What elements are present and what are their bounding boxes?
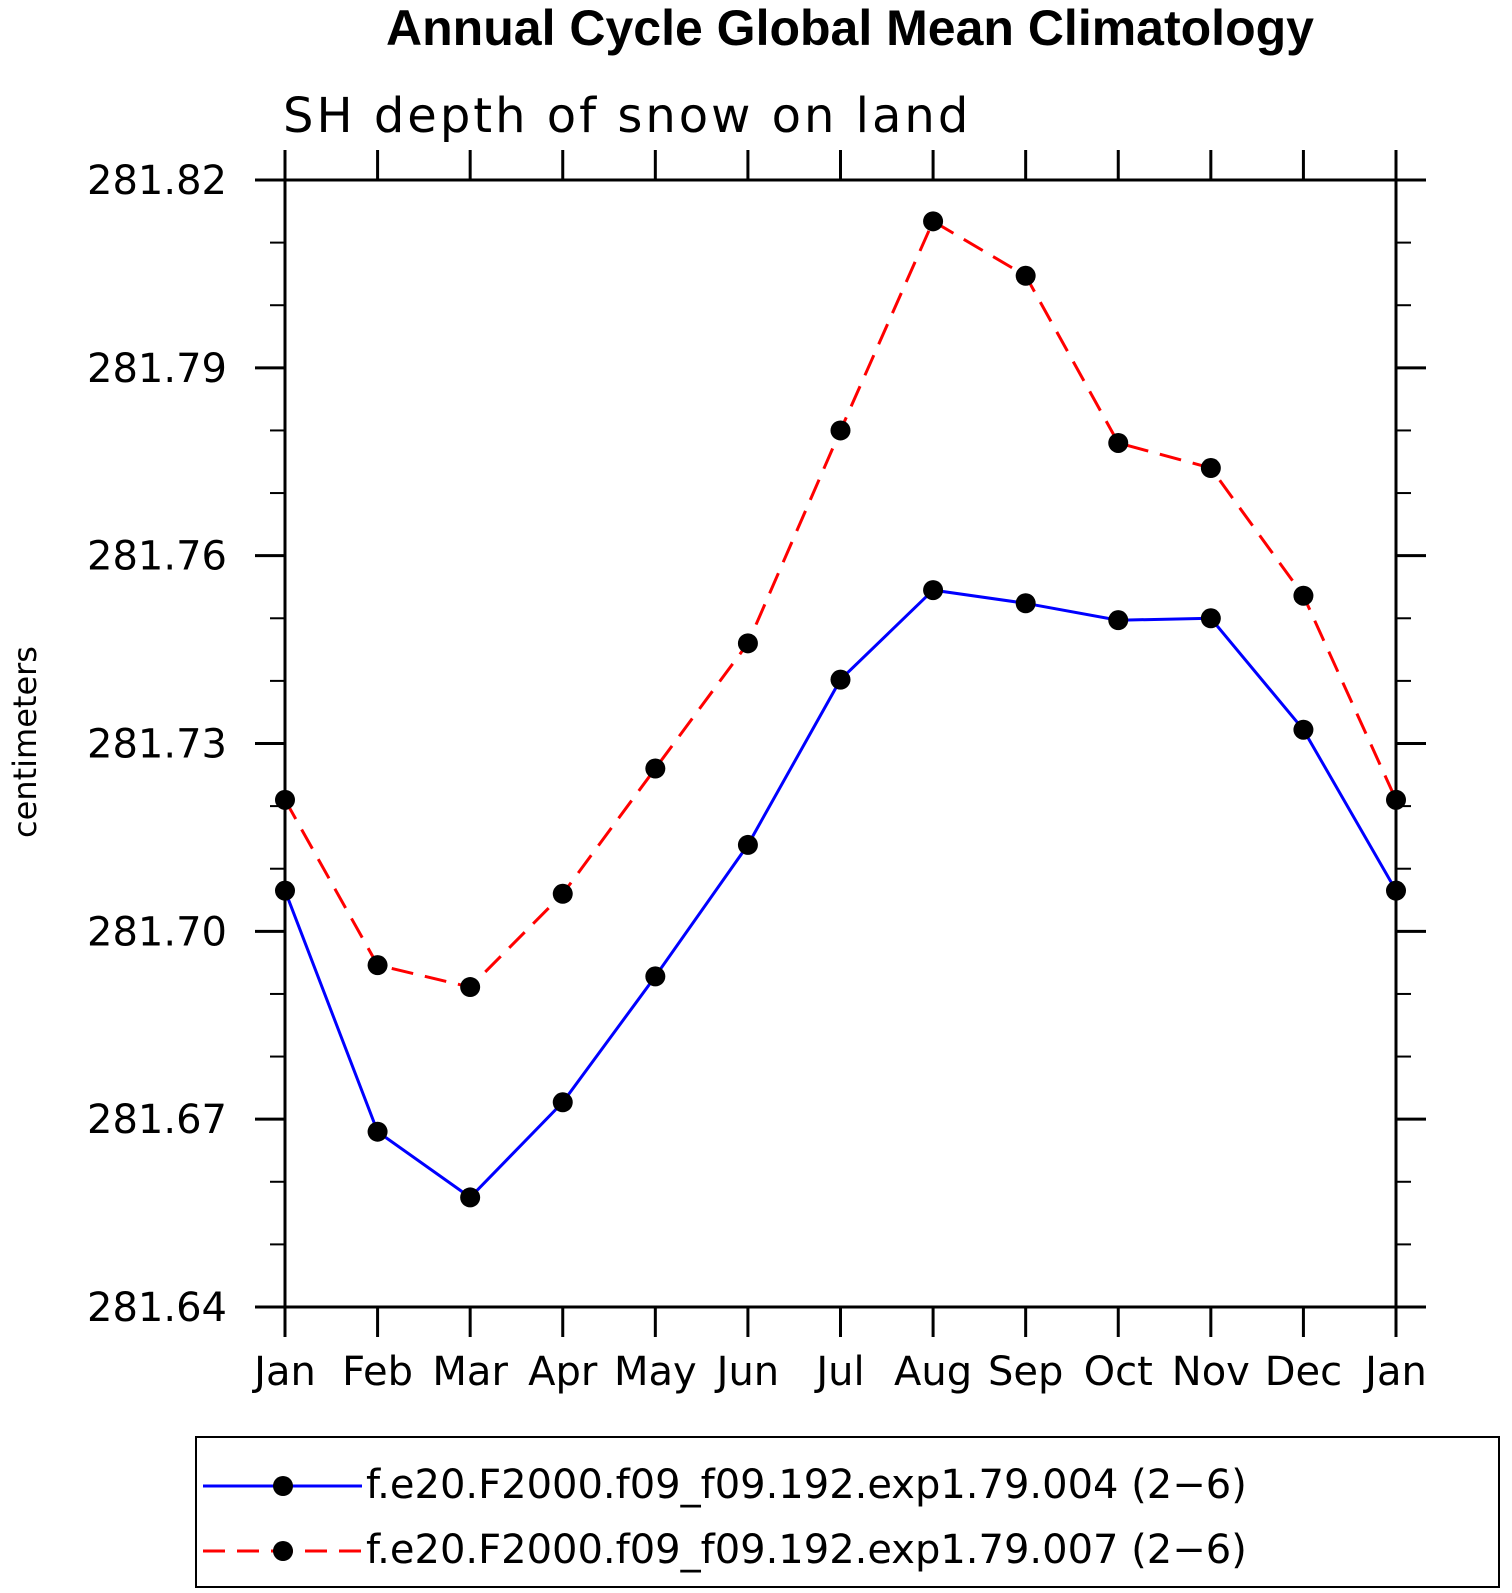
legend-entries: f.e20.F2000.f09_f09.192.exp1.79.004 (2−6…	[203, 1462, 1247, 1573]
y-tick-label: 281.73	[87, 722, 227, 768]
series-1-point	[645, 966, 666, 987]
plot-border	[283, 178, 1398, 1309]
series-1-point	[275, 880, 295, 901]
legend-marker-2	[273, 1541, 293, 1561]
x-tick-label: Apr	[528, 1349, 598, 1395]
series-1-point	[830, 669, 851, 690]
series-1-point	[1293, 719, 1314, 740]
y-tick-label: 281.70	[87, 909, 227, 955]
axis-ticks	[255, 150, 1426, 1337]
legend-label-2: f.e20.F2000.f09_f09.192.exp1.79.007 (2−6…	[366, 1527, 1247, 1573]
x-tick-label: May	[614, 1349, 697, 1395]
legend: f.e20.F2000.f09_f09.192.exp1.79.004 (2−6…	[195, 1436, 1500, 1588]
series-1-point	[460, 1187, 481, 1208]
x-tick-labels: Jan Feb Mar Apr May Jun Jul Aug Sep Oct Nov Dec Jan	[251, 1349, 1427, 1395]
x-tick-label: Oct	[1084, 1349, 1153, 1395]
series-1-point	[737, 834, 758, 855]
y-tick-label: 281.67	[87, 1097, 227, 1143]
y-tick-label: 281.79	[87, 346, 227, 392]
series-2-point	[460, 977, 481, 998]
series-2-point	[923, 211, 944, 232]
legend-marker-1	[273, 1476, 293, 1496]
x-tick-label: Mar	[432, 1349, 508, 1395]
x-tick-label: Feb	[342, 1349, 413, 1395]
series-1-point	[1386, 880, 1406, 901]
x-tick-label: Jul	[813, 1349, 864, 1395]
series-2-point	[1386, 789, 1406, 810]
y-tick-label: 281.76	[87, 534, 227, 580]
series-markers	[275, 211, 1406, 1208]
y-tick-labels: 281.64 281.67 281.70 281.73 281.76 281.79 281.…	[87, 158, 227, 1331]
series-lines	[283, 219, 1398, 1200]
chart-title: Annual Cycle Global Mean Climatology	[386, 0, 1314, 56]
series-1-point	[1015, 593, 1036, 614]
legend-label-1: f.e20.F2000.f09_f09.192.exp1.79.004 (2−6…	[366, 1462, 1247, 1508]
series-1-point	[1200, 608, 1221, 629]
series-2-point	[1200, 458, 1221, 479]
x-tick-label: Nov	[1172, 1349, 1250, 1395]
series-2-point	[1108, 432, 1129, 453]
y-tick-label: 281.82	[87, 158, 227, 204]
series-2-point	[275, 789, 295, 810]
series-line-2	[283, 219, 1398, 989]
x-tick-label: Jun	[714, 1349, 780, 1395]
x-tick-label: Dec	[1265, 1349, 1342, 1395]
series-2-point	[737, 633, 758, 654]
x-tick-label: Sep	[988, 1349, 1063, 1395]
x-tick-label: Aug	[894, 1349, 972, 1395]
y-axis-label: centimeters	[6, 646, 44, 838]
series-1-point	[1108, 610, 1129, 631]
x-tick-label: Jan	[1362, 1349, 1427, 1395]
series-2-point	[645, 758, 666, 779]
series-1-point	[367, 1121, 388, 1142]
series-2-point	[830, 420, 851, 441]
series-1-point	[923, 580, 944, 601]
chart-subtitle: SH depth of snow on land	[283, 88, 971, 144]
plot-frame	[283, 178, 1398, 1309]
series-2-point	[1293, 585, 1314, 606]
legend-box	[195, 1436, 1500, 1588]
series-2-point	[552, 883, 573, 904]
y-tick-label: 281.64	[87, 1285, 227, 1331]
x-tick-label: Jan	[251, 1349, 316, 1395]
series-2-point	[367, 955, 388, 976]
series-1-point	[552, 1092, 573, 1113]
series-2-point	[1015, 265, 1036, 286]
